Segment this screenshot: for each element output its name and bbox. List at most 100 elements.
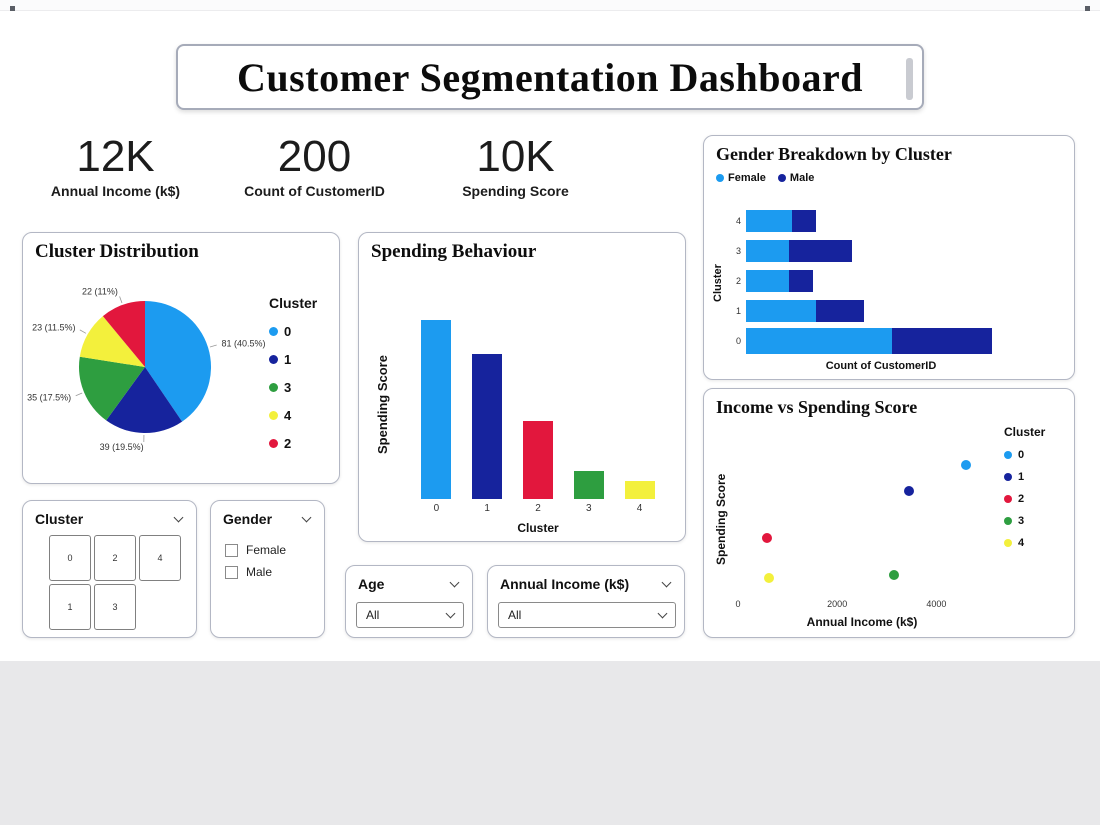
cluster-filter-button-2[interactable]: 2 (94, 535, 136, 581)
pie-label-line (209, 344, 217, 348)
cluster-filter-button-1[interactable]: 1 (49, 584, 91, 630)
bar-segment-male-cluster-0[interactable] (891, 328, 992, 354)
gender-option-female[interactable]: Female (225, 543, 286, 557)
kpi-customer-count-label: Count of CustomerID (244, 183, 385, 200)
cluster-distribution-title: Cluster Distribution (35, 241, 199, 262)
legend-item-cluster-3[interactable]: 3 (1004, 515, 1045, 527)
annual-income-slicer-title: Annual Income (k$) (500, 576, 630, 592)
chevron-down-icon[interactable] (173, 512, 184, 522)
gender-bars-area: 4 3 2 1 0 (730, 206, 1050, 356)
title-scrollbar[interactable] (906, 58, 913, 100)
legend-dot-icon (269, 355, 278, 364)
income-vs-spending-title: Income vs Spending Score (716, 397, 918, 417)
cluster-distribution-pie-chart[interactable]: 81 (40.5%) 39 (19.5%) 35 (17.5%) 23 (11.5%)… (25, 267, 275, 473)
legend-label: 1 (284, 352, 292, 367)
scatter-point-cluster-2[interactable] (762, 533, 773, 544)
bar-cluster-4[interactable] (624, 481, 655, 499)
bar-cluster-2[interactable] (522, 420, 553, 499)
bar-segment-female-cluster-4[interactable] (746, 210, 792, 232)
bar-segment-female-cluster-0[interactable] (746, 328, 892, 354)
legend-item-cluster-0[interactable]: 0 (269, 324, 317, 339)
pie-label-line (75, 392, 83, 397)
legend-label: 0 (1018, 449, 1025, 461)
pie-slice-cluster-4[interactable] (79, 316, 145, 367)
bar-cluster-0[interactable] (421, 320, 452, 499)
bar-xtick-2: 2 (535, 503, 541, 514)
kpi-annual-income-value: 12K (76, 132, 155, 181)
pie-slice-cluster-2[interactable] (102, 300, 145, 367)
legend-dot-icon (1004, 495, 1012, 503)
legend-dot-icon (1004, 517, 1012, 525)
cluster-pie-legend-title: Cluster (269, 295, 318, 311)
legend-dot-icon (1004, 539, 1012, 547)
chevron-down-icon[interactable] (301, 512, 312, 522)
annual-income-dropdown[interactable]: All (498, 602, 676, 628)
legend-label: 4 (1018, 537, 1025, 549)
cluster-filter-button-0[interactable]: 0 (49, 535, 91, 581)
scatter-legend-title: Cluster (1004, 425, 1046, 439)
bar-segment-male-cluster-3[interactable] (788, 240, 853, 262)
spending-behaviour-title: Spending Behaviour (371, 241, 537, 262)
legend-item-cluster-1[interactable]: 1 (1004, 471, 1045, 483)
gender-option-male[interactable]: Male (225, 565, 286, 579)
legend-item-cluster-1[interactable]: 1 (269, 352, 317, 367)
scatter-point-cluster-0[interactable] (961, 460, 972, 471)
gender-y-tick-3: 3 (735, 246, 741, 256)
pie-slice-cluster-1[interactable] (106, 367, 183, 434)
chevron-down-icon[interactable] (661, 577, 672, 587)
legend-item-cluster-3[interactable]: 3 (269, 380, 317, 395)
pie-slice-cluster-3[interactable] (78, 356, 145, 421)
cluster-filter-button-4[interactable]: 4 (139, 535, 181, 581)
legend-item-cluster-2[interactable]: 2 (269, 436, 317, 451)
bar-segment-female-cluster-2[interactable] (746, 270, 789, 292)
bar-segment-male-cluster-1[interactable] (815, 300, 865, 322)
legend-label: 3 (284, 380, 292, 395)
bar-cluster-1[interactable] (472, 353, 503, 499)
legend-label: Male (789, 172, 815, 184)
legend-label: 1 (1018, 471, 1025, 483)
legend-item-cluster-2[interactable]: 2 (1004, 493, 1045, 505)
bar-segment-male-cluster-4[interactable] (791, 210, 816, 232)
female-checkbox[interactable] (225, 543, 238, 557)
gender-x-axis-label: Count of CustomerID (825, 360, 937, 372)
scatter-point-cluster-3[interactable] (889, 569, 900, 580)
cluster-pie-legend: Cluster 0 1 3 4 2 (269, 295, 317, 464)
annual-income-dropdown-value: All (508, 608, 522, 622)
scatter-point-cluster-1[interactable] (904, 486, 915, 497)
corner-mark-left (10, 6, 15, 11)
gender-slicer-options: Female Male (225, 535, 286, 587)
scatter-x-tick-4000: 4000 (926, 599, 947, 609)
legend-item-female[interactable]: Female (716, 172, 766, 184)
gender-breakdown-title: Gender Breakdown by Cluster (716, 144, 952, 164)
legend-item-cluster-4[interactable]: 4 (1004, 537, 1045, 549)
bar-segment-male-cluster-2[interactable] (788, 270, 813, 292)
cluster-filter-button-3[interactable]: 3 (94, 584, 136, 630)
bar-slot-2 (513, 311, 564, 499)
kpi-customer-count-value: 200 (277, 132, 352, 181)
legend-label: 3 (1018, 515, 1025, 527)
male-checkbox[interactable] (225, 565, 238, 579)
legend-item-cluster-0[interactable]: 0 (1004, 449, 1045, 461)
chevron-down-icon (657, 608, 668, 618)
legend-item-cluster-4[interactable]: 4 (269, 408, 317, 423)
gender-option-label: Female (246, 543, 287, 557)
bar-xtick-0: 0 (433, 503, 440, 514)
legend-label: 0 (284, 324, 292, 339)
bar-segment-female-cluster-3[interactable] (746, 240, 789, 262)
gender-slicer: Gender Female Male (210, 500, 325, 638)
legend-item-male[interactable]: Male (777, 172, 815, 184)
annual-income-slicer: Annual Income (k$) All (487, 565, 685, 638)
dashboard-title: Customer Segmentation Dashboard (237, 54, 863, 100)
bar-segment-female-cluster-1[interactable] (746, 300, 816, 322)
gender-option-label: Male (246, 565, 273, 579)
age-dropdown[interactable]: All (356, 602, 464, 628)
chevron-down-icon[interactable] (449, 577, 460, 587)
bar-cluster-3[interactable] (573, 471, 604, 499)
scatter-point-cluster-4[interactable] (763, 572, 774, 583)
pie-slice-cluster-0[interactable] (145, 301, 212, 422)
legend-label: Female (728, 172, 766, 184)
bar-plot-area (411, 311, 665, 499)
bar-slot-3 (563, 311, 614, 499)
